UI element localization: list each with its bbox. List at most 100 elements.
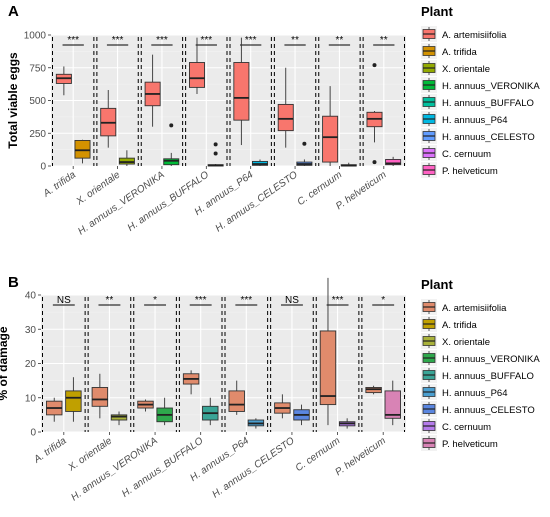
box-reference [91, 373, 109, 419]
significance-label: *** [195, 295, 207, 306]
box-reference [182, 370, 200, 395]
x-tick-label: A. trifida [41, 169, 79, 200]
box-reference [322, 86, 339, 166]
box [277, 103, 294, 132]
y-tick-label: 0 [30, 428, 36, 439]
legend-item: H. annuus_VERONIKA [421, 77, 540, 93]
legend-item: H. annuus_P64 [421, 111, 508, 127]
outlier-point [372, 63, 377, 68]
legend-title: Plant [421, 277, 453, 292]
box-comparison [65, 377, 82, 422]
box [322, 115, 339, 163]
legend-label: X. orientale [442, 64, 490, 75]
x-tick-label: H. annuus_CELESTO [210, 435, 296, 500]
legend-label: H. annuus_VERONIKA [442, 81, 540, 92]
box-comparison [293, 404, 310, 426]
legend-label: H. annuus_CELESTO [442, 405, 535, 416]
legend: Plant A. artemisiifolia A. trifida X. orien… [421, 4, 540, 178]
legend-label: A. artemisiifolia [442, 303, 507, 314]
box-comparison [202, 397, 219, 426]
y-tick-label: 20 [25, 359, 37, 370]
legend-item: A. trifida [421, 43, 478, 59]
legend-label: P. helveticum [442, 439, 498, 450]
outlier-point [302, 141, 307, 146]
box [118, 157, 135, 165]
box-comparison [163, 123, 180, 166]
legend-label: H. annuus_BUFFALO [442, 371, 534, 382]
significance-label: * [153, 295, 157, 306]
legend-item: C. cernuum [421, 418, 491, 434]
x-tick-label: P. helveticum [333, 435, 387, 478]
legend-item: H. annuus_BUFFALO [421, 94, 534, 110]
legend-item: H. annuus_CELESTO [421, 128, 535, 144]
box-comparison [118, 150, 135, 166]
panel-letter: A [8, 3, 19, 20]
box-comparison [296, 141, 313, 166]
legend-item: H. annuus_BUFFALO [421, 367, 534, 383]
y-tick-label: 1000 [24, 31, 47, 42]
box [163, 158, 180, 166]
legend-item: A. artemisiifolia [421, 299, 507, 315]
box [74, 140, 91, 159]
y-tick-label: 0 [40, 162, 46, 173]
legend-label: H. annuus_P64 [442, 388, 508, 399]
significance-label: NS [57, 295, 71, 306]
significance-label: ** [336, 35, 344, 46]
box-comparison [385, 156, 402, 166]
legend-label: H. annuus_CELESTO [442, 132, 535, 143]
y-tick-label: 40 [25, 291, 37, 302]
box [91, 387, 109, 407]
box-comparison [247, 418, 265, 429]
legend: Plant A. artemisiifolia A. trifida X. orien… [421, 277, 540, 451]
legend-item: P. helveticum [421, 435, 498, 451]
x-tick-label: H. annuus_CELESTO [213, 169, 299, 234]
legend-item: X. orientale [421, 333, 490, 349]
box [319, 330, 337, 406]
box-reference [319, 277, 337, 426]
box-reference [366, 63, 383, 165]
box-reference [144, 54, 161, 127]
legend-item: X. orientale [421, 60, 490, 76]
panel-a: A 0 250 500 750 1000 Total viable eggs *** A. tr… [6, 3, 540, 237]
y-tick-label: 30 [25, 325, 37, 336]
outlier-point [372, 160, 377, 165]
legend-item: H. annuus_CELESTO [421, 401, 535, 417]
panel-letter: B [8, 274, 19, 291]
significance-label: *** [200, 35, 212, 46]
legend-label: H. annuus_BUFFALO [442, 98, 534, 109]
significance-label: *** [245, 35, 257, 46]
legend-label: A. trifida [442, 320, 478, 331]
legend-item: A. trifida [421, 316, 478, 332]
x-tick-label: H. annuus_BUFFALO [120, 435, 206, 500]
box-reference [365, 385, 382, 395]
significance-label: *** [67, 35, 79, 46]
legend-label: P. helveticum [442, 166, 498, 177]
box-comparison [384, 380, 401, 426]
y-tick-label: 250 [29, 129, 46, 140]
box-comparison [340, 162, 357, 167]
box-reference [277, 67, 294, 148]
box-comparison [74, 139, 91, 164]
significance-label: *** [112, 35, 124, 46]
box-reference [228, 380, 245, 415]
box-reference [274, 394, 291, 419]
box-comparison [156, 397, 173, 426]
box-reference [100, 90, 117, 148]
box-comparison [207, 142, 224, 167]
box-comparison [110, 411, 128, 426]
x-tick-label: H. annuus_VERONIKA [69, 435, 160, 503]
legend-label: C. cernuum [442, 422, 491, 433]
box-reference [188, 37, 205, 94]
legend-item: A. artemisiifolia [421, 26, 507, 42]
x-tick-label: H. annuus_VERONIKA [76, 169, 167, 237]
legend-label: X. orientale [442, 337, 490, 348]
x-tick-label: A. trifida [31, 435, 69, 466]
significance-label: ** [380, 35, 388, 46]
legend-label: A. trifida [442, 47, 478, 58]
x-tick-label: H. annuus_BUFFALO [126, 169, 212, 234]
legend-item: P. helveticum [421, 162, 498, 178]
significance-label: * [381, 295, 385, 306]
legend-item: H. annuus_VERONIKA [421, 350, 540, 366]
significance-label: ** [106, 295, 114, 306]
